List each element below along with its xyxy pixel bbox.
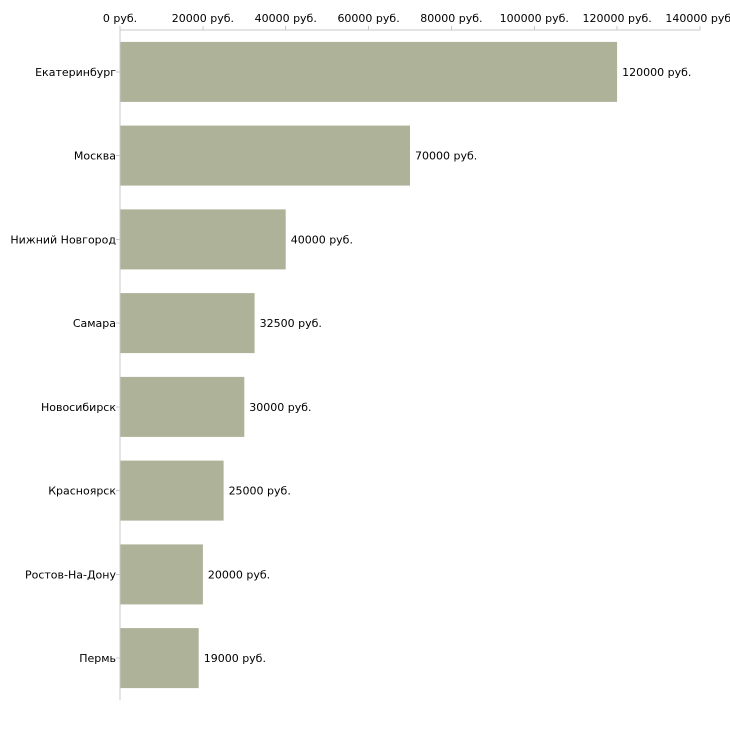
bar-0 [120,41,618,102]
category-label: Ростов-На-Дону [25,568,116,581]
x-tick-label: 140000 руб. [665,12,730,25]
x-tick-label: 0 руб. [103,12,137,25]
x-tick-label: 20000 руб. [172,12,234,25]
bar-1 [120,125,410,186]
category-label: Новосибирск [41,401,116,414]
bar-3 [120,293,255,354]
value-label: 20000 руб. [208,568,270,581]
value-label: 120000 руб. [622,66,691,79]
bar-4 [120,376,245,437]
category-label: Пермь [79,652,116,665]
category-label: Екатеринбург [35,66,116,79]
bar-6 [120,544,203,605]
bar-5 [120,460,224,521]
value-label: 70000 руб. [415,150,477,163]
category-label: Самара [73,317,116,330]
x-tick-label: 100000 руб. [500,12,569,25]
value-label: 40000 руб. [291,233,353,246]
bar-7 [120,628,199,689]
category-label: Нижний Новгород [10,233,116,246]
x-tick-label: 120000 руб. [583,12,652,25]
bars-group [120,41,618,689]
category-label: Москва [74,150,116,163]
value-label: 25000 руб. [229,485,291,498]
bar-2 [120,209,286,270]
x-tick-label: 40000 руб. [255,12,317,25]
axes-group [116,26,701,700]
value-label: 32500 руб. [260,317,322,330]
x-tick-label: 80000 руб. [420,12,482,25]
value-label: 30000 руб. [249,401,311,414]
labels-group: 0 руб. 20000 руб. 40000 руб. 60000 руб. 8000… [10,12,730,665]
value-label: 19000 руб. [204,652,266,665]
x-tick-label: 60000 руб. [337,12,399,25]
category-label: Красноярск [48,485,116,498]
